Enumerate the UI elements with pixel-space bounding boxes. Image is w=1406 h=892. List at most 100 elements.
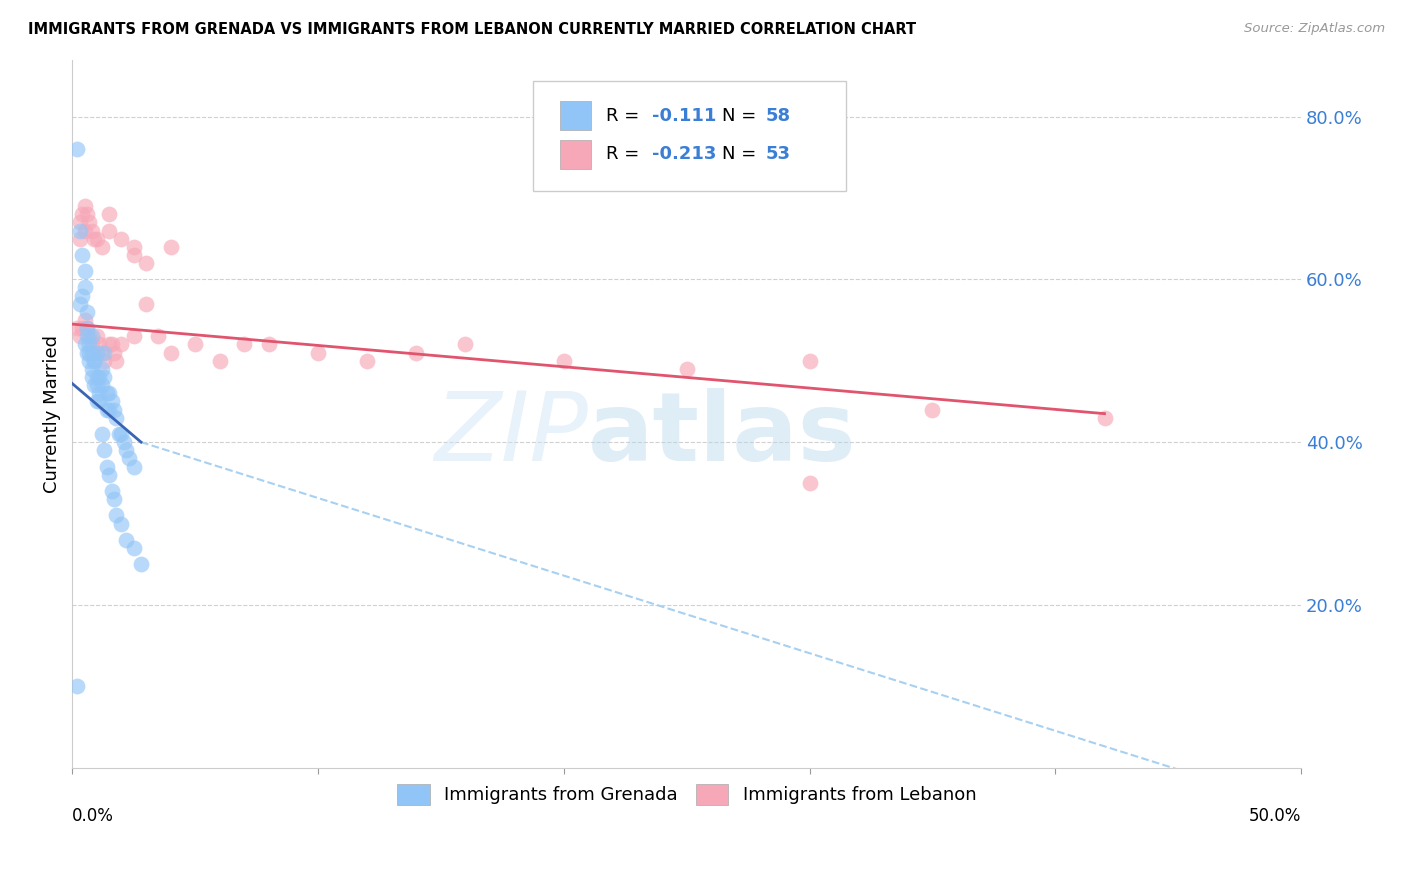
Point — [69, 223, 91, 237]
Point — [76, 321, 98, 335]
Text: Source: ZipAtlas.com: Source: ZipAtlas.com — [1244, 22, 1385, 36]
Point — [159, 345, 181, 359]
Point — [80, 345, 103, 359]
Text: 58: 58 — [765, 106, 790, 125]
Point — [108, 427, 131, 442]
Point — [208, 353, 231, 368]
Text: 53: 53 — [765, 145, 790, 163]
Point — [79, 345, 101, 359]
Point — [90, 240, 112, 254]
Point — [105, 410, 128, 425]
Point — [90, 362, 112, 376]
Point — [110, 337, 132, 351]
Point — [90, 378, 112, 392]
Point — [89, 394, 111, 409]
Point — [76, 321, 98, 335]
Text: -0.213: -0.213 — [652, 145, 717, 163]
Text: -0.111: -0.111 — [652, 106, 717, 125]
Point — [110, 232, 132, 246]
Point — [115, 443, 138, 458]
Point — [80, 223, 103, 237]
Text: N =: N = — [723, 145, 762, 163]
Point — [184, 337, 207, 351]
Point — [79, 215, 101, 229]
Point — [553, 353, 575, 368]
Point — [98, 402, 121, 417]
Point — [69, 232, 91, 246]
Point — [129, 558, 152, 572]
Point — [79, 329, 101, 343]
Point — [76, 207, 98, 221]
Point — [100, 394, 122, 409]
Point — [79, 337, 101, 351]
Point — [148, 329, 170, 343]
Point — [100, 337, 122, 351]
Point — [135, 297, 157, 311]
Y-axis label: Currently Married: Currently Married — [44, 334, 60, 492]
Point — [98, 223, 121, 237]
Point — [70, 288, 93, 302]
Point — [86, 232, 108, 246]
Point — [83, 353, 105, 368]
Point — [73, 337, 96, 351]
Point — [356, 353, 378, 368]
Point — [118, 451, 141, 466]
Point — [73, 199, 96, 213]
Point — [83, 345, 105, 359]
Point — [90, 427, 112, 442]
Point — [93, 345, 115, 359]
Bar — [560, 140, 591, 169]
Legend: Immigrants from Grenada, Immigrants from Lebanon: Immigrants from Grenada, Immigrants from… — [389, 776, 984, 812]
Point — [73, 280, 96, 294]
Point — [98, 337, 121, 351]
Point — [103, 492, 125, 507]
Point — [675, 362, 697, 376]
Point — [257, 337, 280, 351]
Point — [799, 353, 821, 368]
Point — [76, 329, 98, 343]
Point — [93, 443, 115, 458]
Point — [79, 353, 101, 368]
Point — [96, 386, 118, 401]
Point — [80, 370, 103, 384]
Text: atlas: atlas — [588, 388, 858, 482]
Point — [86, 329, 108, 343]
Point — [122, 329, 145, 343]
Point — [69, 297, 91, 311]
Point — [921, 402, 943, 417]
Point — [96, 402, 118, 417]
Point — [89, 337, 111, 351]
Point — [115, 533, 138, 547]
Point — [405, 345, 427, 359]
Point — [83, 353, 105, 368]
Text: R =: R = — [606, 106, 644, 125]
Point — [80, 329, 103, 343]
Point — [98, 386, 121, 401]
Point — [454, 337, 477, 351]
Point — [122, 541, 145, 555]
Point — [90, 345, 112, 359]
Point — [70, 207, 93, 221]
Point — [83, 378, 105, 392]
Point — [307, 345, 329, 359]
Point — [73, 223, 96, 237]
Point — [93, 370, 115, 384]
Point — [98, 207, 121, 221]
Point — [69, 215, 91, 229]
FancyBboxPatch shape — [533, 81, 846, 191]
Point — [89, 370, 111, 384]
Point — [100, 483, 122, 498]
Point — [112, 435, 135, 450]
Point — [135, 256, 157, 270]
Point — [103, 402, 125, 417]
Point — [103, 345, 125, 359]
Text: 0.0%: 0.0% — [72, 806, 114, 824]
Point — [70, 248, 93, 262]
Point — [66, 679, 89, 693]
Bar — [560, 101, 591, 130]
Point — [76, 305, 98, 319]
Point — [83, 232, 105, 246]
Point — [66, 321, 89, 335]
Point — [73, 313, 96, 327]
Text: R =: R = — [606, 145, 644, 163]
